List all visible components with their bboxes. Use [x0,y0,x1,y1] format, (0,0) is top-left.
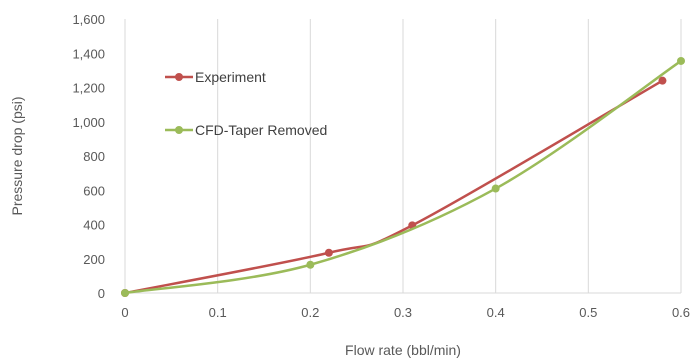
data-point-experiment [324,248,333,257]
x-tick-label: 0.3 [394,305,412,320]
y-tick-label: 1,400 [72,46,105,61]
legend: Experiment CFD-Taper Removed [165,69,327,138]
legend-swatch-marker [175,126,183,134]
axes: 0 0.1 0.2 0.3 0.4 0.5 0.6 0 200 400 600 800 1,000 1,2… [72,12,690,320]
x-tick-label: 0.1 [209,305,227,320]
y-tick-label: 800 [83,149,105,164]
legend-swatch-marker [175,73,183,81]
x-tick-label: 0.2 [301,305,319,320]
y-axis-title: Pressure drop (psi) [9,96,25,215]
series-line-experiment [124,79,664,295]
y-tick-label: 0 [98,286,105,301]
x-tick-label: 0 [121,305,128,320]
legend-item-experiment: Experiment [165,69,266,85]
data-point-experiment [658,76,667,85]
series [121,56,685,297]
x-axis-title: Flow rate (bbl/min) [345,342,461,358]
grid [217,19,682,293]
y-tick-label: 1,200 [72,81,105,96]
legend-label: Experiment [195,69,266,85]
data-point-cfd-taper-removed [121,289,129,297]
data-point-cfd-taper-removed [491,184,500,193]
y-tick-label: 200 [83,252,105,267]
legend-label: CFD-Taper Removed [195,122,327,138]
y-tick-label: 1,600 [72,12,105,27]
series-line-cfd-taper-removed [124,59,682,295]
y-tick-label: 600 [83,183,105,198]
data-point-cfd-taper-removed [677,56,685,65]
legend-item-cfd-taper-removed: CFD-Taper Removed [165,122,327,138]
x-tick-label: 0.5 [579,305,597,320]
x-tick-label: 0.4 [487,305,505,320]
data-point-cfd-taper-removed [306,260,315,269]
y-tick-label: 400 [83,218,105,233]
y-tick-label: 1,000 [72,115,105,130]
x-tick-label: 0.6 [672,305,690,320]
